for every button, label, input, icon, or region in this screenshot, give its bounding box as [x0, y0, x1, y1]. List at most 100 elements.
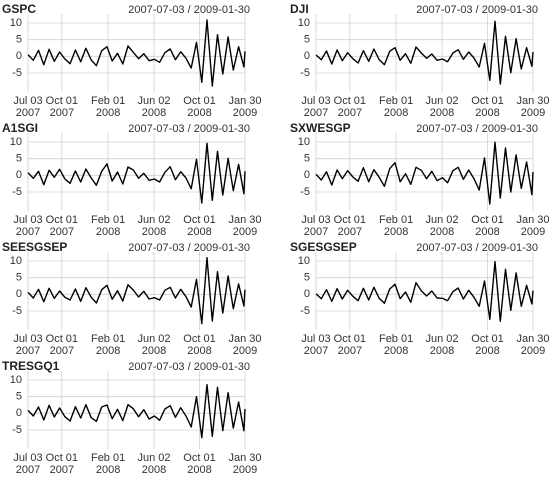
x-tick-label: Jul 03 — [13, 452, 42, 464]
x-tick-label: Oct 01 — [183, 95, 215, 107]
x-tick-label: Oct 01 — [46, 333, 78, 345]
x-tick-label: Jun 02 — [425, 333, 458, 345]
x-tick-label: 2008 — [187, 226, 211, 238]
series-line — [315, 261, 534, 322]
x-tick-label: Jan 30 — [228, 95, 261, 107]
x-tick-label: 2008 — [187, 464, 211, 476]
x-tick-label: 2008 — [430, 345, 454, 357]
x-tick-label: 2007 — [338, 107, 362, 119]
x-tick-label: Feb 01 — [379, 95, 413, 107]
x-tick-label: 2007 — [16, 345, 40, 357]
y-tick-label: -5 — [12, 186, 22, 198]
y-tick-label: 5 — [304, 153, 310, 165]
x-tick-label: Jan 30 — [228, 452, 261, 464]
x-tick-label: Jan 30 — [516, 333, 549, 345]
panel-title: GSPC — [2, 2, 36, 16]
x-tick-label: 2008 — [430, 107, 454, 119]
series-line — [27, 257, 246, 325]
x-tick-label: Jun 02 — [137, 214, 170, 226]
series-line — [27, 142, 246, 204]
panel-title: SEESGSEP — [2, 240, 67, 254]
panel: SXWESGP 2007-07-03 / 2009-01-30 10 5 0 -5 Jul … — [290, 121, 550, 238]
x-tick-label: Jul 03 — [13, 214, 42, 226]
x-tick-label: Jul 03 — [301, 95, 330, 107]
series-line — [27, 384, 246, 439]
x-tick-label: 2009 — [521, 345, 545, 357]
x-tick-label: Oct 01 — [471, 214, 503, 226]
x-tick-label: 2007 — [304, 107, 328, 119]
x-tick-label: Oct 01 — [183, 214, 215, 226]
panel: A1SGI 2007-07-03 / 2009-01-30 10 5 0 -5 Jul 03… — [2, 121, 262, 238]
y-tick-label: 5 — [16, 34, 22, 46]
panel: TRESGQ1 2007-07-03 / 2009-01-30 10 5 0 -5 Jul … — [2, 359, 262, 476]
panel-subtitle: 2007-07-03 / 2009-01-30 — [128, 4, 250, 16]
y-tick-label: 0 — [304, 288, 310, 300]
series-line — [315, 141, 534, 205]
x-tick-label: 2009 — [233, 226, 257, 238]
y-tick-label: 10 — [10, 255, 22, 267]
series-line — [27, 19, 246, 87]
x-tick-label: 2008 — [96, 345, 120, 357]
y-tick-label: -5 — [300, 186, 310, 198]
x-tick-label: Feb 01 — [91, 95, 125, 107]
y-tick-label: 10 — [298, 17, 310, 29]
x-tick-label: Feb 01 — [379, 333, 413, 345]
panel-subtitle: 2007-07-03 / 2009-01-30 — [416, 242, 538, 254]
x-tick-label: Oct 01 — [334, 333, 366, 345]
panel: SGESGSEP 2007-07-03 / 2009-01-30 10 5 0 -5 Jul… — [290, 240, 550, 357]
x-tick-label: Jun 02 — [425, 214, 458, 226]
x-tick-label: Jul 03 — [13, 95, 42, 107]
y-tick-label: 10 — [10, 136, 22, 148]
x-tick-label: Oct 01 — [334, 214, 366, 226]
x-tick-label: Oct 01 — [46, 95, 78, 107]
y-tick-label: 10 — [298, 255, 310, 267]
y-tick-label: -5 — [12, 67, 22, 79]
y-tick-label: 0 — [304, 50, 310, 62]
x-tick-label: 2008 — [96, 107, 120, 119]
x-tick-label: Feb 01 — [91, 452, 125, 464]
x-tick-label: 2008 — [475, 226, 499, 238]
panel-title: SGESGSEP — [290, 240, 357, 254]
y-tick-label: -5 — [300, 67, 310, 79]
x-tick-label: Jul 03 — [301, 214, 330, 226]
x-tick-label: Oct 01 — [471, 333, 503, 345]
x-tick-label: 2008 — [430, 226, 454, 238]
x-tick-label: 2008 — [96, 226, 120, 238]
panel-title: TRESGQ1 — [2, 359, 60, 373]
x-tick-label: 2009 — [233, 464, 257, 476]
x-tick-label: 2007 — [50, 226, 74, 238]
x-tick-label: 2008 — [142, 107, 166, 119]
y-tick-label: -5 — [12, 305, 22, 317]
x-tick-label: Oct 01 — [46, 214, 78, 226]
x-tick-label: 2008 — [142, 226, 166, 238]
y-tick-label: 0 — [16, 169, 22, 181]
panel-subtitle: 2007-07-03 / 2009-01-30 — [416, 4, 538, 16]
y-tick-label: 5 — [16, 153, 22, 165]
panel: SEESGSEP 2007-07-03 / 2009-01-30 10 5 0 -5 Jul… — [2, 240, 262, 357]
x-tick-label: 2008 — [142, 464, 166, 476]
x-tick-label: 2009 — [233, 345, 257, 357]
x-tick-label: 2007 — [50, 107, 74, 119]
x-tick-label: Jan 30 — [228, 333, 261, 345]
panel-title: SXWESGP — [290, 121, 351, 135]
x-tick-label: Oct 01 — [183, 333, 215, 345]
x-tick-label: 2007 — [16, 107, 40, 119]
x-tick-label: 2007 — [338, 345, 362, 357]
y-tick-label: 0 — [16, 407, 22, 419]
panel-title: DJI — [290, 2, 309, 16]
x-tick-label: Jun 02 — [425, 95, 458, 107]
x-tick-label: 2007 — [50, 464, 74, 476]
x-tick-label: 2008 — [475, 345, 499, 357]
series-line — [315, 20, 534, 85]
x-tick-label: Oct 01 — [183, 452, 215, 464]
panel-subtitle: 2007-07-03 / 2009-01-30 — [128, 361, 250, 373]
x-tick-label: Feb 01 — [91, 214, 125, 226]
y-tick-label: 10 — [298, 136, 310, 148]
x-tick-label: 2009 — [521, 107, 545, 119]
x-tick-label: Oct 01 — [46, 452, 78, 464]
y-tick-label: 5 — [304, 34, 310, 46]
x-tick-label: Jun 02 — [137, 452, 170, 464]
